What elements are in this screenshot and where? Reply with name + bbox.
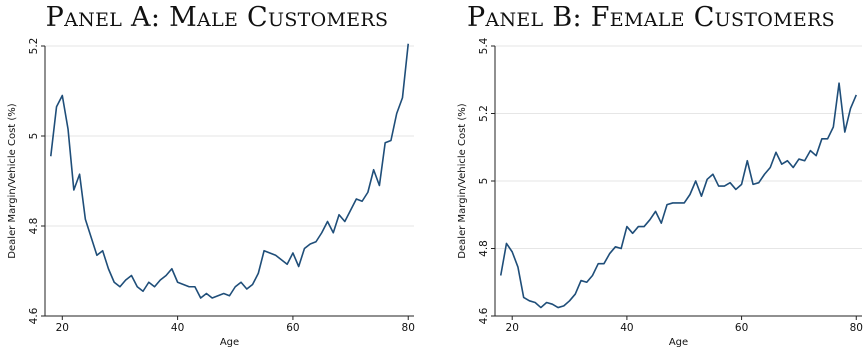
- x-tick-label: 60: [286, 322, 299, 334]
- x-tick-label: 80: [402, 322, 415, 334]
- x-tick-label: 40: [171, 322, 184, 334]
- y-tick-label: 5: [28, 133, 40, 140]
- panel-b: Panel B: Female Customers 4.6 4.8 5 5.2 5.4 2…: [434, 0, 868, 352]
- x-axis-label: Age: [220, 337, 239, 348]
- x-tick-label: 80: [850, 322, 863, 334]
- series-line: [49, 43, 410, 299]
- panel-title: Panel A: Male Customers: [45, 2, 389, 33]
- y-axis-label: Dealer Margin/Vehicle Cost (%): [457, 103, 468, 258]
- series-line: [499, 82, 858, 309]
- y-tick-label: 4.6: [28, 307, 40, 324]
- chart-panel-a: 4.6 4.8 5 5.2 20 40 60 80 Age Dealer Margin/Vehic…: [7, 38, 415, 348]
- y-axis-label: Dealer Margin/Vehicle Cost (%): [7, 103, 18, 258]
- y-tick-label: 5.2: [478, 105, 490, 122]
- y-tick-label: 4.8: [28, 218, 40, 235]
- x-tick-label: 60: [735, 322, 748, 334]
- x-tick-label: 40: [620, 322, 633, 334]
- panel-a: Panel A: Male Customers 4.6 4.8 5 5.2 20 40 60…: [7, 2, 415, 348]
- x-tick-label: 20: [506, 322, 519, 334]
- x-tick-label: 20: [56, 322, 69, 334]
- y-tick-label: 5.4: [478, 37, 490, 54]
- panel-title: Panel B: Female Customers: [466, 2, 836, 33]
- chart-panel-b: 4.6 4.8 5 5.2 5.4 20 40 60 80 Age Dealer Margin/Ve…: [457, 37, 863, 348]
- x-axis-label: Age: [669, 337, 688, 348]
- y-tick-label: 5.2: [28, 38, 40, 55]
- y-tick-label: 4.8: [478, 240, 490, 257]
- y-tick-label: 5: [478, 178, 490, 185]
- y-tick-label: 4.6: [478, 307, 490, 324]
